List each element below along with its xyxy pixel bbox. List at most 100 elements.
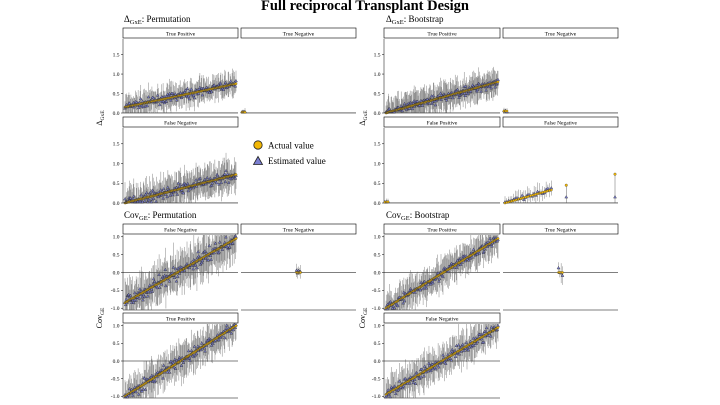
ylabel-main: Δ bbox=[95, 120, 104, 125]
estimated-point bbox=[192, 344, 197, 348]
y-tick-label: -1.0 bbox=[111, 306, 120, 312]
estimated-point bbox=[419, 375, 424, 379]
estimated-point bbox=[386, 388, 390, 392]
y-tick-label: 1.0 bbox=[374, 161, 381, 167]
estimated-point bbox=[471, 247, 476, 251]
legend: Actual value Estimated value bbox=[252, 140, 326, 166]
actual-point bbox=[386, 200, 390, 204]
y-tick-label: 0.5 bbox=[374, 252, 381, 258]
estimated-point bbox=[185, 86, 190, 90]
y-tick-label: 0.5 bbox=[374, 181, 381, 187]
ylabel-sub: GE bbox=[363, 307, 369, 315]
y-tick-label: 1.0 bbox=[113, 161, 120, 167]
y-tick-label: 0.0 bbox=[374, 111, 381, 117]
panel-strip-label: True Negative bbox=[283, 227, 315, 233]
delta-bootstrap-panel-4: False Negative bbox=[502, 116, 619, 205]
ylabel-sub: GxE bbox=[363, 110, 369, 121]
delta-permutation-panel-2: True Negative bbox=[240, 27, 357, 114]
y-tick-label: -0.5 bbox=[372, 376, 381, 382]
y-tick-label: 1.0 bbox=[374, 235, 381, 241]
estimated-point bbox=[546, 186, 550, 190]
legend-actual-marker bbox=[253, 140, 263, 150]
delta-permutation-ylabel: ΔGxE bbox=[95, 110, 106, 126]
estimated-point bbox=[456, 343, 461, 347]
actual-point bbox=[243, 110, 247, 114]
estimated-point bbox=[214, 180, 219, 185]
title-main: Δ bbox=[386, 14, 392, 24]
actual-point bbox=[234, 173, 238, 176]
delta-bootstrap-panel-3: False Positive 0.0 0.5 1.0 1.5 bbox=[374, 116, 501, 207]
title-main: Cov bbox=[124, 210, 140, 220]
actual-point bbox=[549, 188, 553, 192]
estimated-point bbox=[441, 353, 445, 357]
panel-strip bbox=[122, 27, 239, 39]
estimated-point bbox=[225, 323, 229, 327]
estimated-point bbox=[186, 349, 191, 353]
title-rest: : Permutation bbox=[142, 14, 191, 24]
estimated-point bbox=[223, 80, 228, 84]
y-tick-label: 1.0 bbox=[113, 72, 120, 78]
panel-strip-label: False Negative bbox=[164, 227, 197, 233]
estimated-point bbox=[520, 193, 524, 197]
cov-bootstrap-panel-3: False Negative -1.0 -0.5 0.0 0.5 1.0 bbox=[372, 312, 501, 400]
y-tick-label: -0.5 bbox=[372, 288, 381, 294]
y-tick-label: 1.5 bbox=[374, 142, 381, 148]
estimated-point bbox=[203, 349, 207, 353]
estimated-point bbox=[455, 265, 459, 269]
panel-strip-label: True Positive bbox=[166, 31, 196, 37]
estimated-point bbox=[181, 360, 186, 364]
ylabel-main: Cov bbox=[358, 315, 367, 328]
estimated-point bbox=[489, 334, 493, 338]
y-tick-label: 0.5 bbox=[374, 91, 381, 97]
estimated-point bbox=[402, 299, 407, 303]
ylabel-sub: GxE bbox=[100, 110, 106, 121]
y-tick-label: 1.0 bbox=[374, 324, 381, 330]
estimated-point bbox=[138, 97, 143, 101]
estimated-point bbox=[422, 364, 427, 368]
y-tick-label: 0.0 bbox=[113, 111, 120, 117]
cov-bootstrap-title: CovGE: Bootstrap bbox=[386, 210, 450, 222]
ylabel-sub: GE bbox=[100, 307, 106, 315]
actual-point bbox=[234, 237, 238, 240]
estimated-point bbox=[556, 266, 561, 270]
delta-bootstrap-panel-1: True Positive 0.0 0.5 1.0 1.5 bbox=[374, 27, 501, 117]
y-tick-label: 0.5 bbox=[113, 252, 120, 258]
legend-actual-label: Actual value bbox=[268, 141, 314, 151]
estimated-point bbox=[179, 363, 184, 367]
title-rest: : Bootstrap bbox=[410, 210, 450, 220]
panel-strip-label: True Positive bbox=[427, 31, 457, 37]
title-sub: GE bbox=[401, 215, 410, 222]
estimated-point bbox=[450, 347, 455, 351]
estimated-point bbox=[464, 340, 469, 345]
actual-point bbox=[234, 324, 238, 328]
delta-permutation-title: ΔGxE: Permutation bbox=[124, 14, 191, 26]
panel-strip bbox=[122, 116, 239, 128]
estimated-point bbox=[156, 93, 160, 97]
delta-permutation-panel-1: True Positive 0.0 0.5 1.0 1.5 bbox=[113, 27, 239, 117]
delta-bootstrap-panel-2: True Negative bbox=[502, 27, 619, 114]
panel-strip bbox=[240, 27, 357, 39]
estimated-point bbox=[229, 331, 234, 335]
y-tick-label: 1.5 bbox=[374, 52, 381, 58]
estimated-point bbox=[394, 391, 398, 395]
legend-estimated-marker bbox=[252, 155, 264, 165]
title-main: Cov bbox=[386, 210, 402, 220]
cov-bootstrap-panel-2: True Negative bbox=[502, 223, 619, 311]
ylabel-main: Δ bbox=[358, 120, 367, 125]
cov-bootstrap-panel-1: True Positive -1.0 -0.5 0.0 0.5 1.0 bbox=[372, 223, 501, 312]
panel-strip-label: False Negative bbox=[164, 120, 197, 126]
y-tick-label: 0.0 bbox=[374, 270, 381, 276]
y-tick-label: 1.5 bbox=[113, 142, 120, 148]
actual-point bbox=[496, 326, 500, 329]
estimated-point bbox=[161, 376, 165, 380]
estimated-point bbox=[200, 341, 204, 345]
estimated-point bbox=[173, 357, 177, 361]
estimated-point bbox=[560, 273, 565, 277]
estimated-point bbox=[223, 172, 227, 176]
estimated-point bbox=[189, 87, 194, 91]
estimated-point bbox=[200, 93, 205, 97]
delta-permutation-panel-3: False Negative 0.0 0.5 1.0 1.5 bbox=[113, 116, 239, 207]
